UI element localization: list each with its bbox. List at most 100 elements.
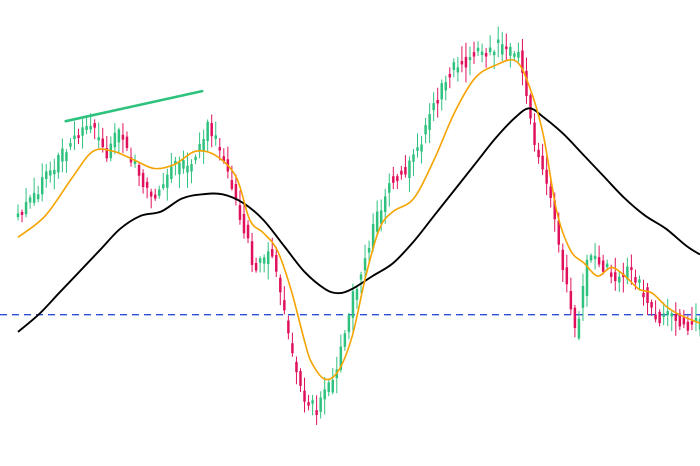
- candle: [355, 285, 359, 309]
- candle-body: [690, 321, 694, 325]
- candle-body: [392, 176, 395, 183]
- candle: [85, 115, 88, 135]
- candle: [299, 368, 302, 393]
- candle-body: [347, 314, 351, 333]
- candle-body: [468, 57, 472, 61]
- candle: [375, 200, 379, 236]
- candle-body: [561, 249, 565, 270]
- candle-body: [45, 171, 48, 180]
- candle-body: [299, 371, 302, 386]
- candle-body: [250, 241, 254, 265]
- candle: [569, 277, 573, 315]
- candle-body: [222, 156, 226, 162]
- candle: [105, 135, 109, 162]
- candle-body: [214, 135, 217, 139]
- candle-body: [541, 155, 544, 170]
- candle: [182, 150, 185, 174]
- candle: [323, 376, 326, 415]
- candle-body: [626, 266, 629, 280]
- candle: [121, 123, 125, 153]
- candle-body: [605, 263, 609, 268]
- candle-body: [105, 148, 109, 159]
- candle: [476, 41, 480, 56]
- candle-body: [198, 143, 201, 152]
- trendline-group: [64, 89, 204, 123]
- candle-body: [178, 162, 181, 175]
- candle: [670, 309, 673, 332]
- candle-body: [375, 211, 379, 232]
- candle: [593, 243, 597, 270]
- candle-body: [113, 132, 117, 148]
- candle: [464, 42, 468, 83]
- candle-body: [73, 135, 76, 140]
- candle: [484, 47, 488, 68]
- candle-body: [694, 317, 698, 322]
- candle: [295, 356, 298, 385]
- candle: [20, 209, 24, 223]
- candle-body: [650, 301, 653, 308]
- candle: [250, 232, 254, 273]
- candle: [400, 165, 403, 180]
- candle-body: [65, 152, 68, 162]
- candle: [137, 161, 141, 186]
- candle-body: [505, 46, 508, 50]
- candle: [363, 244, 367, 278]
- candle: [513, 50, 516, 61]
- candle-body: [202, 138, 205, 152]
- candle-body: [162, 184, 165, 189]
- candle: [24, 188, 28, 218]
- candle-body: [630, 267, 633, 271]
- candle: [166, 168, 169, 201]
- candle: [577, 311, 581, 341]
- candle-body: [609, 272, 613, 277]
- candle: [36, 185, 40, 203]
- candle-body: [69, 143, 72, 147]
- candle: [694, 303, 698, 332]
- candle-body: [436, 100, 439, 104]
- candle: [638, 275, 641, 291]
- candle-body: [210, 123, 213, 137]
- candle-body: [444, 82, 448, 91]
- candle-body: [89, 125, 92, 130]
- candle-body: [295, 361, 298, 373]
- candle-body: [404, 167, 407, 175]
- slow-moving-average-group: [17, 107, 700, 333]
- candle-body: [517, 51, 520, 58]
- candle: [630, 254, 633, 285]
- candle-body: [525, 70, 528, 97]
- candle: [287, 315, 290, 340]
- candle-body: [194, 156, 197, 161]
- candle: [162, 172, 165, 191]
- candle-body: [262, 257, 266, 264]
- candle-body: [488, 47, 492, 53]
- candle-body: [634, 277, 637, 283]
- candle-body: [117, 129, 121, 143]
- candle: [412, 148, 415, 176]
- candle-body: [529, 95, 532, 119]
- candle: [666, 298, 669, 327]
- candle-body: [323, 389, 326, 400]
- candle: [618, 270, 621, 293]
- trendline: [64, 89, 204, 123]
- candle-body: [77, 135, 80, 138]
- candle-body: [238, 205, 242, 220]
- candle: [32, 177, 36, 206]
- candle-body: [618, 276, 621, 283]
- candle: [57, 152, 60, 179]
- candle: [319, 391, 322, 419]
- candle: [202, 129, 205, 164]
- candle: [388, 173, 391, 207]
- candle: [206, 119, 209, 153]
- candle-body: [501, 44, 504, 55]
- candle-body: [658, 311, 661, 324]
- candle: [605, 259, 609, 270]
- candle: [218, 137, 222, 161]
- candle-body: [549, 186, 552, 198]
- candle-body: [20, 211, 24, 215]
- candle: [468, 46, 472, 76]
- candle-body: [367, 247, 371, 253]
- candle: [424, 117, 427, 144]
- candle: [327, 378, 330, 397]
- candle-body: [246, 224, 250, 239]
- candle: [565, 254, 569, 293]
